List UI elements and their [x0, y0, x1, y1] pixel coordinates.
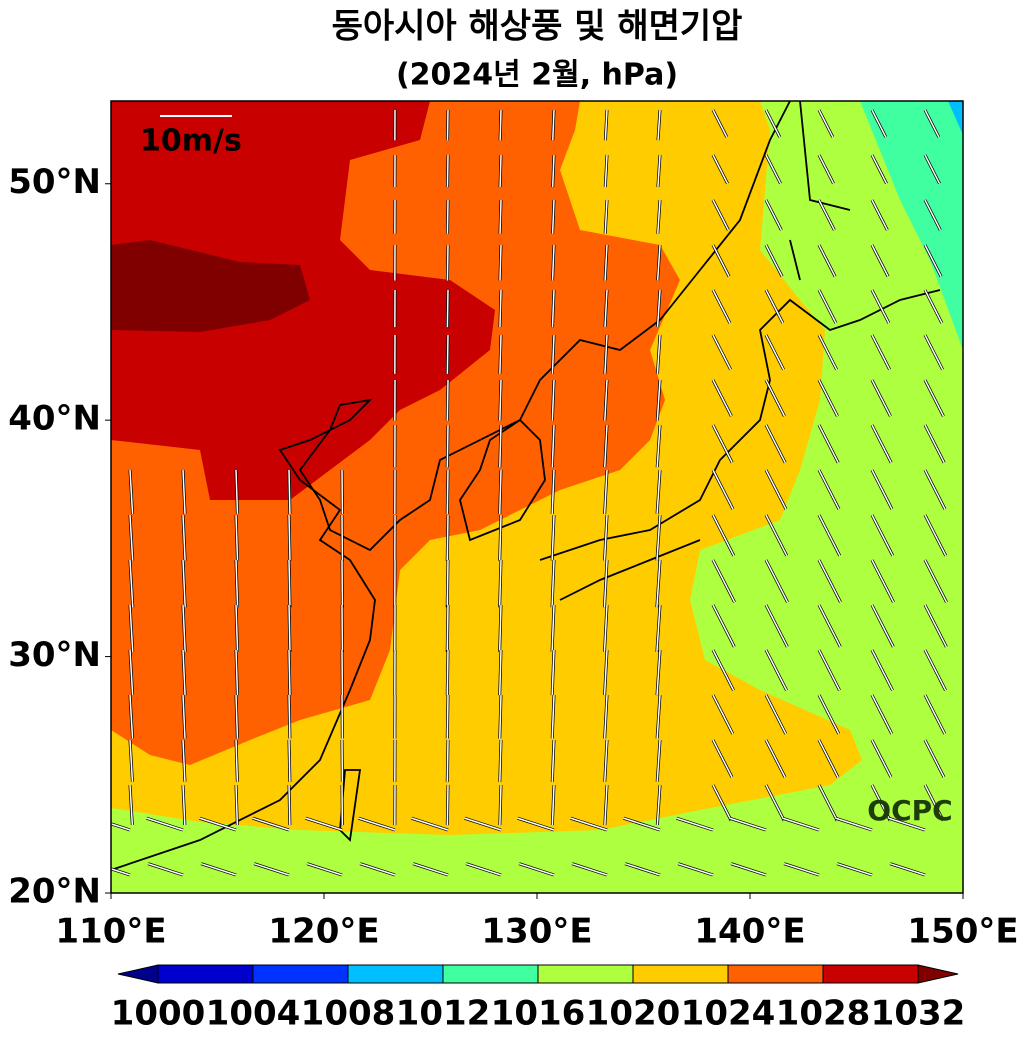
wind-arrow: [447, 290, 448, 327]
wind-arrow: [289, 650, 290, 695]
y-tick-label: 20°N: [8, 872, 101, 912]
colorbar-label: 1000: [111, 994, 206, 1034]
wind-arrow: [500, 245, 501, 280]
wind-arrow: [447, 245, 448, 280]
colorbar-segment: [728, 965, 823, 983]
watermark: OCPC: [867, 794, 952, 827]
wind-arrow: [289, 605, 290, 652]
colorbar-extend: [118, 965, 158, 983]
x-tick-label: 110°E: [55, 912, 166, 952]
colorbar-label: 1032: [871, 994, 966, 1034]
colorbar-segment: [158, 965, 253, 983]
colorbar-segment: [633, 965, 728, 983]
wind-arrow: [447, 155, 448, 187]
colorbar-segment: [253, 965, 348, 983]
x-tick-label: 120°E: [268, 912, 379, 952]
wind-arrow: [500, 155, 501, 187]
wind-arrow: [289, 695, 290, 738]
colorbar-label: 1008: [301, 994, 396, 1034]
wind-arrow: [447, 740, 448, 782]
wind-arrow: [447, 560, 448, 607]
wind-arrow: [500, 290, 501, 327]
colorbar-segment: [348, 965, 443, 983]
wind-arrow: [447, 650, 448, 695]
y-tick-label: 40°N: [8, 399, 101, 439]
wind-arrow: [447, 785, 448, 825]
colorbar-segment: [823, 965, 918, 983]
x-tick-label: 150°E: [907, 912, 1018, 952]
colorbar-segment: [538, 965, 633, 983]
wind-arrow: [289, 785, 290, 825]
wind-arrow: [447, 335, 448, 374]
colorbar-label: 1012: [396, 994, 491, 1034]
x-tick-label: 140°E: [694, 912, 805, 952]
title: 동아시아 해상풍 및 해면기압: [332, 7, 743, 47]
colorbar-label: 1028: [776, 994, 871, 1034]
x-tick-label: 130°E: [481, 912, 592, 952]
colorbar-label: 1004: [206, 994, 301, 1034]
wind-arrow: [447, 470, 448, 514]
wind-arrow: [447, 605, 448, 652]
wind-arrow: [289, 470, 290, 514]
wind-arrow: [447, 425, 448, 467]
wind-arrow: [447, 380, 448, 421]
wind-arrow: [500, 110, 501, 140]
wind-arrow: [447, 695, 448, 738]
colorbar-extend: [918, 965, 958, 983]
colorbar-label: 1016: [491, 994, 586, 1034]
colorbar-label: 1024: [681, 994, 776, 1034]
scale-label: 10m/s: [140, 124, 242, 159]
wind-arrow: [447, 515, 448, 561]
colorbar-label: 1020: [586, 994, 681, 1034]
y-tick-label: 30°N: [8, 635, 101, 675]
map-area: [93, 101, 963, 893]
wind-arrow: [289, 560, 290, 607]
colorbar-segment: [443, 965, 538, 983]
wind-arrow: [289, 740, 290, 782]
wind-arrow: [447, 200, 448, 234]
subtitle: (2024년 2월, hPa): [396, 58, 678, 93]
y-tick-label: 50°N: [8, 162, 101, 202]
wind-arrow: [500, 200, 501, 234]
wind-arrow: [289, 515, 290, 561]
